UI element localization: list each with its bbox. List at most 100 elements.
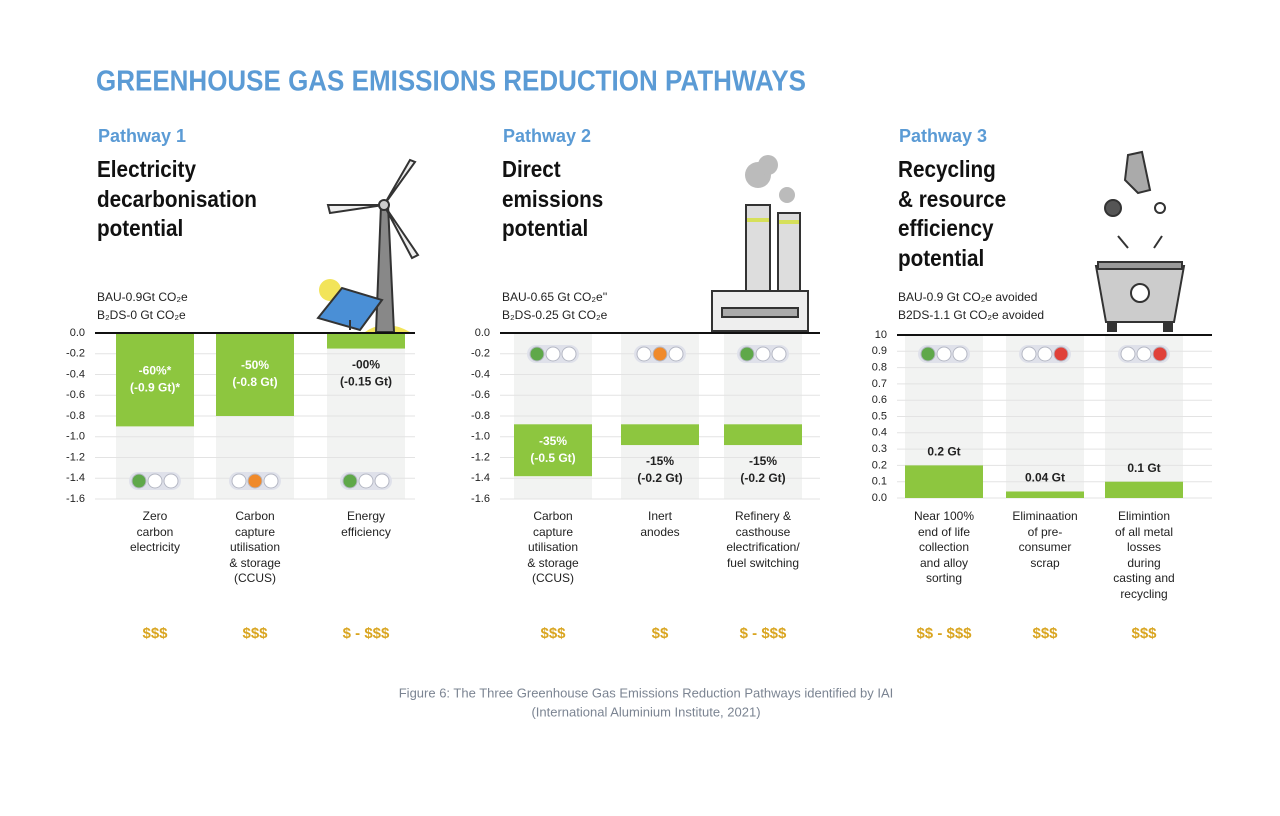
pathway-label: Pathway 2 <box>503 126 591 146</box>
value-label: 0.2 Gt <box>927 445 960 459</box>
value-label: (-0.9 Gt)* <box>130 380 180 394</box>
traffic-light <box>737 345 789 363</box>
y-tick-label: -0.4 <box>471 368 490 380</box>
y-tick-label: 0.1 <box>872 476 887 488</box>
bar <box>327 333 405 349</box>
x-tick-label-box: Refinery & casthouse electrification/ fu… <box>726 509 800 570</box>
light <box>936 346 952 362</box>
light <box>1053 346 1069 362</box>
note: B₂DS-0 Gt CO₂e <box>97 308 186 322</box>
bar <box>116 333 194 427</box>
light <box>952 346 968 362</box>
light <box>163 473 179 489</box>
x-tick-label: Elimintion of all metal losses during ca… <box>1113 509 1175 601</box>
y-tick-label: -0.2 <box>66 348 85 360</box>
traffic-light <box>918 345 970 363</box>
y-tick-label: -0.8 <box>66 410 85 422</box>
y-tick-label: 0.5 <box>872 410 887 422</box>
traffic-light <box>634 345 686 363</box>
value-label: (-0.15 Gt) <box>340 375 392 389</box>
light <box>739 346 755 362</box>
light <box>755 346 771 362</box>
y-tick-label: 0.7 <box>872 378 887 390</box>
y-tick-label: -0.4 <box>66 368 85 380</box>
y-tick-label: -1.2 <box>471 451 490 463</box>
cost-label: $ - $$$ <box>343 625 390 642</box>
light <box>1120 346 1136 362</box>
traffic-light <box>1019 345 1071 363</box>
y-tick-label: 0.3 <box>872 443 887 455</box>
cost-label: $$$ <box>540 625 566 642</box>
y-tick-label: -1.4 <box>66 472 85 484</box>
percent-label: -15% <box>749 454 777 468</box>
percent-label: -00% <box>352 358 380 372</box>
traffic-light <box>1118 345 1170 363</box>
y-tick-label: 0.8 <box>872 362 887 374</box>
factory-illustration <box>711 155 809 332</box>
bar <box>621 424 699 446</box>
y-tick-label: -0.2 <box>471 348 490 360</box>
x-tick-label: Inert anodes <box>640 509 680 539</box>
cost-label: $$$ <box>242 625 268 642</box>
light <box>247 473 263 489</box>
x-tick-label-box: Inert anodes <box>640 509 680 539</box>
light <box>771 346 787 362</box>
x-tick-label: Carbon capture utilisation & storage (CC… <box>229 509 281 585</box>
traffic-light <box>129 472 181 490</box>
y-tick-label: 0.0 <box>475 327 490 339</box>
cost-label: $ - $$$ <box>740 625 787 642</box>
note: BAU-0.9Gt CO₂e <box>97 290 188 304</box>
y-tick-label: 0.6 <box>872 394 887 406</box>
value-label: 0.04 Gt <box>1025 471 1065 485</box>
cost-label: $$ - $$$ <box>916 625 972 642</box>
cost-label: $$$ <box>142 625 168 642</box>
y-tick-label: -1.4 <box>471 472 490 484</box>
traffic-light <box>229 472 281 490</box>
light <box>529 346 545 362</box>
percent-label: -50% <box>241 358 269 372</box>
traffic-light <box>527 345 579 363</box>
y-tick-label: -0.6 <box>66 389 85 401</box>
bar <box>1105 481 1183 498</box>
pathway-label: Pathway 1 <box>98 126 186 146</box>
bar <box>724 424 802 446</box>
note: BAU-0.9 Gt CO₂e avoided <box>898 290 1037 304</box>
light <box>1021 346 1037 362</box>
y-tick-label: -0.8 <box>471 410 490 422</box>
pathway-heading: Direct emissions potential <box>502 156 604 241</box>
value-label: 0.1 Gt <box>1127 461 1160 475</box>
value-label: (-0.8 Gt) <box>232 375 277 389</box>
cost-label: $$$ <box>1131 625 1157 642</box>
y-tick-label: 0.0 <box>872 492 887 504</box>
light <box>1037 346 1053 362</box>
pathway-heading-box: Direct emissions potential <box>502 156 604 241</box>
page-title: GREENHOUSE GAS EMISSIONS REDUCTION PATHW… <box>96 66 806 98</box>
x-tick-label-box: Eliminaation of pre- consumer scrap <box>1012 509 1078 570</box>
note: B2DS-1.1 Gt CO₂e avoided <box>898 308 1044 322</box>
light <box>231 473 247 489</box>
note: B₂DS-0.25 Gt CO₂e <box>502 308 608 322</box>
light <box>561 346 577 362</box>
x-tick-label-box: Carbon capture utilisation & storage (CC… <box>229 509 281 585</box>
bin-illustration <box>1094 150 1186 332</box>
x-tick-label: Zero carbon electricity <box>129 509 180 554</box>
x-tick-label: Eliminaation of pre- consumer scrap <box>1012 509 1078 570</box>
pathway-heading: Recycling & resource efficiency potentia… <box>898 156 1007 271</box>
y-tick-label: -1.2 <box>66 451 85 463</box>
light <box>147 473 163 489</box>
y-tick-label: 0.0 <box>70 327 85 339</box>
light <box>342 473 358 489</box>
x-tick-label-box: Near 100% end of life collection and all… <box>914 509 974 585</box>
light <box>1152 346 1168 362</box>
light <box>131 473 147 489</box>
y-tick-label: 10 <box>875 329 887 341</box>
y-tick-label: 0.2 <box>872 459 887 471</box>
y-tick-label: -0.6 <box>471 389 490 401</box>
light <box>358 473 374 489</box>
value-label: (-0.2 Gt) <box>740 471 785 485</box>
x-tick-label: Refinery & casthouse electrification/ fu… <box>726 509 800 570</box>
note: BAU-0.65 Gt CO₂e'' <box>502 290 607 304</box>
light <box>668 346 684 362</box>
pathway-heading: Electricity decarbonisation potential <box>97 156 257 241</box>
